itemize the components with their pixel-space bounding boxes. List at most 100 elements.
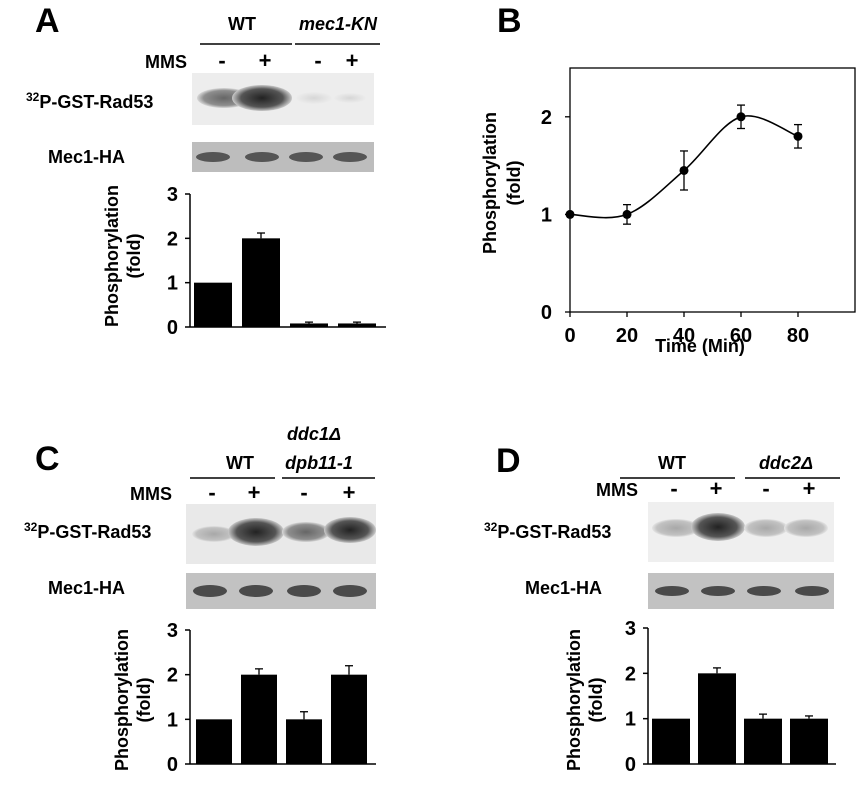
panel-b-x-tick-label: 60 [730,325,752,347]
panel-b-data-point [565,209,575,219]
panel-a-blot1-band-4 [334,93,366,103]
panel-d-blot2-band-1 [655,586,689,596]
panel-b-line-chart: 0 20 40 60 80 0 1 2 [541,67,856,347]
panel-a-blot1-band-2 [232,85,292,111]
panel-c-bar [196,719,232,764]
panel-a-blot1-label: 32P-GST-Rad53 [26,90,153,112]
panel-c-group-ddc1: ddc1Δ [287,424,341,444]
panel-b-xlabel: Time (Min) [655,336,745,356]
panel-d-blot1-band-4 [784,519,828,537]
panel-a-blot1-text: P-GST-Rad53 [39,92,153,112]
panel-c-bar-chart: 0 1 2 3 [167,620,376,776]
panel-d-y-tick-label: 2 [625,663,636,685]
panel-d-ylabel-1: Phosphorylation [564,629,584,771]
panel-b-y-tick-label: 2 [541,107,552,129]
panel-d-mms-label: MMS [596,480,638,500]
panel-a-blot2-band-1 [196,152,230,162]
panel-c: C ddc1Δ WT dpb11-1 MMS - + - + 32P-GST-R… [24,424,376,776]
panel-d: D WT ddc2Δ MMS - + - + 32P-GST-Rad53 Mec… [484,442,840,776]
panel-d-bar [790,718,828,764]
panel-a-y-tick-label: 0 [167,317,178,339]
panel-b-x-tick-label: 80 [787,325,809,347]
panel-d-blot2-band-2 [701,586,735,596]
panel-c-blot1-sup: 32 [24,520,38,534]
panel-c-blot2-band-4 [333,585,367,597]
panel-a-blot1-band-3 [296,92,332,104]
panel-c-blot1-band-3 [282,522,330,542]
panel-a-blot1-sup: 32 [26,90,40,104]
panel-b-ylabel-2: (fold) [504,161,524,206]
panel-d-y-tick-label: 3 [625,618,636,640]
panel-a-bar-chart: 0 1 2 3 [167,184,386,339]
panel-d-mms-1: - [670,476,677,501]
panel-c-bar [241,674,277,764]
panel-a-bar [194,282,232,327]
panel-c-blot2-band-1 [193,585,227,597]
panel-a-group-wt: WT [228,14,256,34]
panel-c-group-wt: WT [226,453,254,473]
panel-b-ylabel-1: Phosphorylation [480,112,500,254]
panel-c-blot1-text: P-GST-Rad53 [37,522,151,542]
panel-a-y-tick-label: 1 [167,273,178,295]
panel-b-x-tick-label: 40 [673,325,695,347]
panel-d-bar [652,718,690,764]
panel-d-mms-3: - [762,476,769,501]
panel-c-mms-3: - [300,480,307,505]
panel-c-mms-label: MMS [130,484,172,504]
panel-d-mms-4: + [803,476,816,501]
panel-b-x-tick-label: 0 [564,325,575,347]
panel-a-bar [242,238,280,327]
panel-a-mms-1: - [218,48,225,73]
panel-c-blot1-band-1 [192,526,236,542]
panel-a-mms-label: MMS [145,52,187,72]
panel-d-blot1-text: P-GST-Rad53 [497,522,611,542]
panel-d-blot2-band-3 [747,586,781,596]
panel-d-blot1-band-1 [652,519,700,537]
panel-c-bar [331,674,367,764]
panel-d-mms-2: + [710,476,723,501]
panel-d-y-tick-label: 1 [625,709,636,731]
panel-a-y-tick-label: 2 [167,228,178,250]
panel-c-blot1-label: 32P-GST-Rad53 [24,520,151,542]
panel-c-blot2-label: Mec1-HA [48,578,125,598]
panel-a-bar [290,323,328,327]
panel-b-y-tick-label: 0 [541,302,552,324]
panel-b-plot-frame [569,67,856,313]
panel-d-bar [698,673,736,764]
panel-a-group-mec1-kn: mec1-KN [299,14,378,34]
panel-d-group-wt: WT [658,453,686,473]
panel-b-letter: B [497,2,522,40]
panel-d-blot1-band-2 [691,513,745,541]
panel-c-bar [286,719,322,764]
panel-b-y-tick-label: 1 [541,204,552,226]
panel-d-bar-chart: 0 1 2 3 [625,618,836,776]
panel-b-data-point [622,209,632,219]
panel-c-group-dpb11: dpb11-1 [285,453,353,473]
panel-c-blot1-band-2 [228,518,284,546]
panel-a-blot2-band-3 [289,152,323,162]
panel-b-data-point [679,165,689,175]
panel-a-y-tick-label: 3 [167,184,178,206]
panel-d-blot1-label: 32P-GST-Rad53 [484,520,611,542]
panel-c-y-tick-label: 3 [167,620,178,642]
panel-d-ylabel-2: (fold) [586,678,606,723]
panel-a: A WT mec1-KN MMS - + - + 32P-GST-Rad53 M… [26,2,386,339]
panel-d-blot1-band-3 [744,519,788,537]
panel-c-mms-1: - [208,480,215,505]
panel-a-mms-4: + [346,48,359,73]
panel-d-blot2-label: Mec1-HA [525,578,602,598]
panel-d-bar [744,718,782,764]
panel-c-letter: C [35,440,60,478]
panel-d-blot2-band-4 [795,586,829,596]
panel-c-y-tick-label: 2 [167,665,178,687]
panel-c-blot1-band-4 [324,517,376,543]
panel-b-data-point [793,131,803,141]
panel-b-data-point [736,112,746,122]
panel-c-ylabel-2: (fold) [134,678,154,723]
panel-a-mms-3: - [314,48,321,73]
panel-a-ylabel-1: Phosphorylation [102,185,122,327]
panel-c-mms-2: + [248,480,261,505]
panel-c-y-tick-label: 1 [167,709,178,731]
panel-d-group-ddc2: ddc2Δ [759,453,813,473]
panel-a-letter: A [35,2,60,40]
